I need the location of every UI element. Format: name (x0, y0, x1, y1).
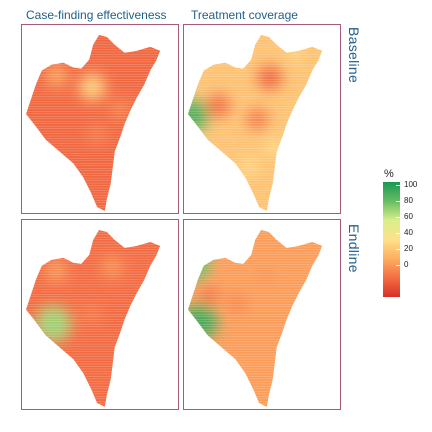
panel-endline-case-finding (21, 219, 179, 410)
grid-texture (187, 229, 323, 408)
legend-tick-label: 40 (404, 228, 413, 237)
legend-tickmark (396, 201, 400, 202)
panel-baseline-case-finding (21, 24, 179, 214)
map-surface (187, 34, 323, 212)
legend-tick-label: 60 (404, 212, 413, 221)
legend-tick-label: 0 (404, 260, 409, 269)
map-endline-treatment-coverage (187, 229, 323, 408)
column-title-case-finding: Case-finding effectiveness (26, 8, 167, 22)
map-baseline-case-finding (25, 34, 161, 212)
legend-colorbar (383, 182, 400, 297)
map-surface (187, 229, 323, 408)
legend-tickmark (396, 185, 400, 186)
row-title-baseline: Baseline (346, 27, 362, 84)
legend-tick-label: 80 (404, 196, 413, 205)
map-surface (25, 34, 161, 212)
map-baseline-treatment-coverage (187, 34, 323, 212)
grid-texture (187, 34, 323, 212)
panel-endline-treatment-coverage (183, 219, 341, 410)
legend-title: % (384, 168, 394, 180)
map-endline-case-finding (25, 229, 161, 408)
column-title-treatment-coverage: Treatment coverage (191, 8, 298, 22)
legend-tickmark (396, 265, 400, 266)
grid-texture (25, 229, 161, 408)
hotspot-core (189, 261, 198, 270)
legend-tickmark (396, 233, 400, 234)
legend-tick-label: 20 (404, 244, 413, 253)
legend-tick-label: 100 (404, 180, 418, 189)
grid-texture (25, 34, 161, 212)
legend-tickmark (396, 249, 400, 250)
legend-tickmark (396, 217, 400, 218)
row-title-endline: Endline (346, 224, 362, 273)
panel-baseline-treatment-coverage (183, 24, 341, 214)
map-surface (25, 229, 161, 408)
